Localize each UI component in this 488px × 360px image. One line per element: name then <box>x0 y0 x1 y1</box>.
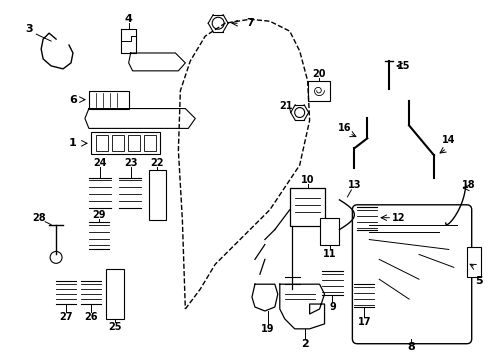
Bar <box>96 135 107 151</box>
Text: 20: 20 <box>311 69 325 79</box>
Text: 1: 1 <box>69 138 77 148</box>
Bar <box>89 91 128 109</box>
Text: 27: 27 <box>59 312 73 322</box>
Text: 22: 22 <box>150 158 164 168</box>
Text: 24: 24 <box>93 158 106 168</box>
Text: 16: 16 <box>337 123 350 134</box>
Text: 17: 17 <box>357 317 370 327</box>
Bar <box>289 188 324 226</box>
Text: 11: 11 <box>322 249 336 260</box>
Bar <box>105 269 123 319</box>
Text: 5: 5 <box>474 276 482 286</box>
Text: 7: 7 <box>245 18 253 28</box>
Text: 29: 29 <box>92 210 105 220</box>
Text: 25: 25 <box>108 322 121 332</box>
Text: 28: 28 <box>32 213 46 223</box>
Text: 21: 21 <box>279 100 292 111</box>
Text: 8: 8 <box>407 342 414 352</box>
Text: 18: 18 <box>461 180 474 190</box>
Text: 9: 9 <box>328 302 335 312</box>
Bar <box>127 135 139 151</box>
Bar <box>91 132 160 154</box>
Text: 6: 6 <box>69 95 77 105</box>
Bar <box>319 218 339 246</box>
Text: 19: 19 <box>261 324 274 334</box>
Bar <box>466 247 480 277</box>
Text: 4: 4 <box>124 14 132 24</box>
Text: 26: 26 <box>84 312 98 322</box>
FancyBboxPatch shape <box>352 205 471 344</box>
Text: 14: 14 <box>441 135 455 145</box>
Text: 10: 10 <box>300 175 314 185</box>
Text: 23: 23 <box>123 158 137 168</box>
Text: 3: 3 <box>25 24 33 34</box>
Text: 15: 15 <box>397 61 410 71</box>
Text: 12: 12 <box>391 213 405 223</box>
Text: 2: 2 <box>300 339 308 349</box>
Bar <box>143 135 155 151</box>
Bar <box>112 135 123 151</box>
Bar <box>307 81 329 100</box>
Bar <box>148 170 166 220</box>
Text: 13: 13 <box>347 180 360 190</box>
